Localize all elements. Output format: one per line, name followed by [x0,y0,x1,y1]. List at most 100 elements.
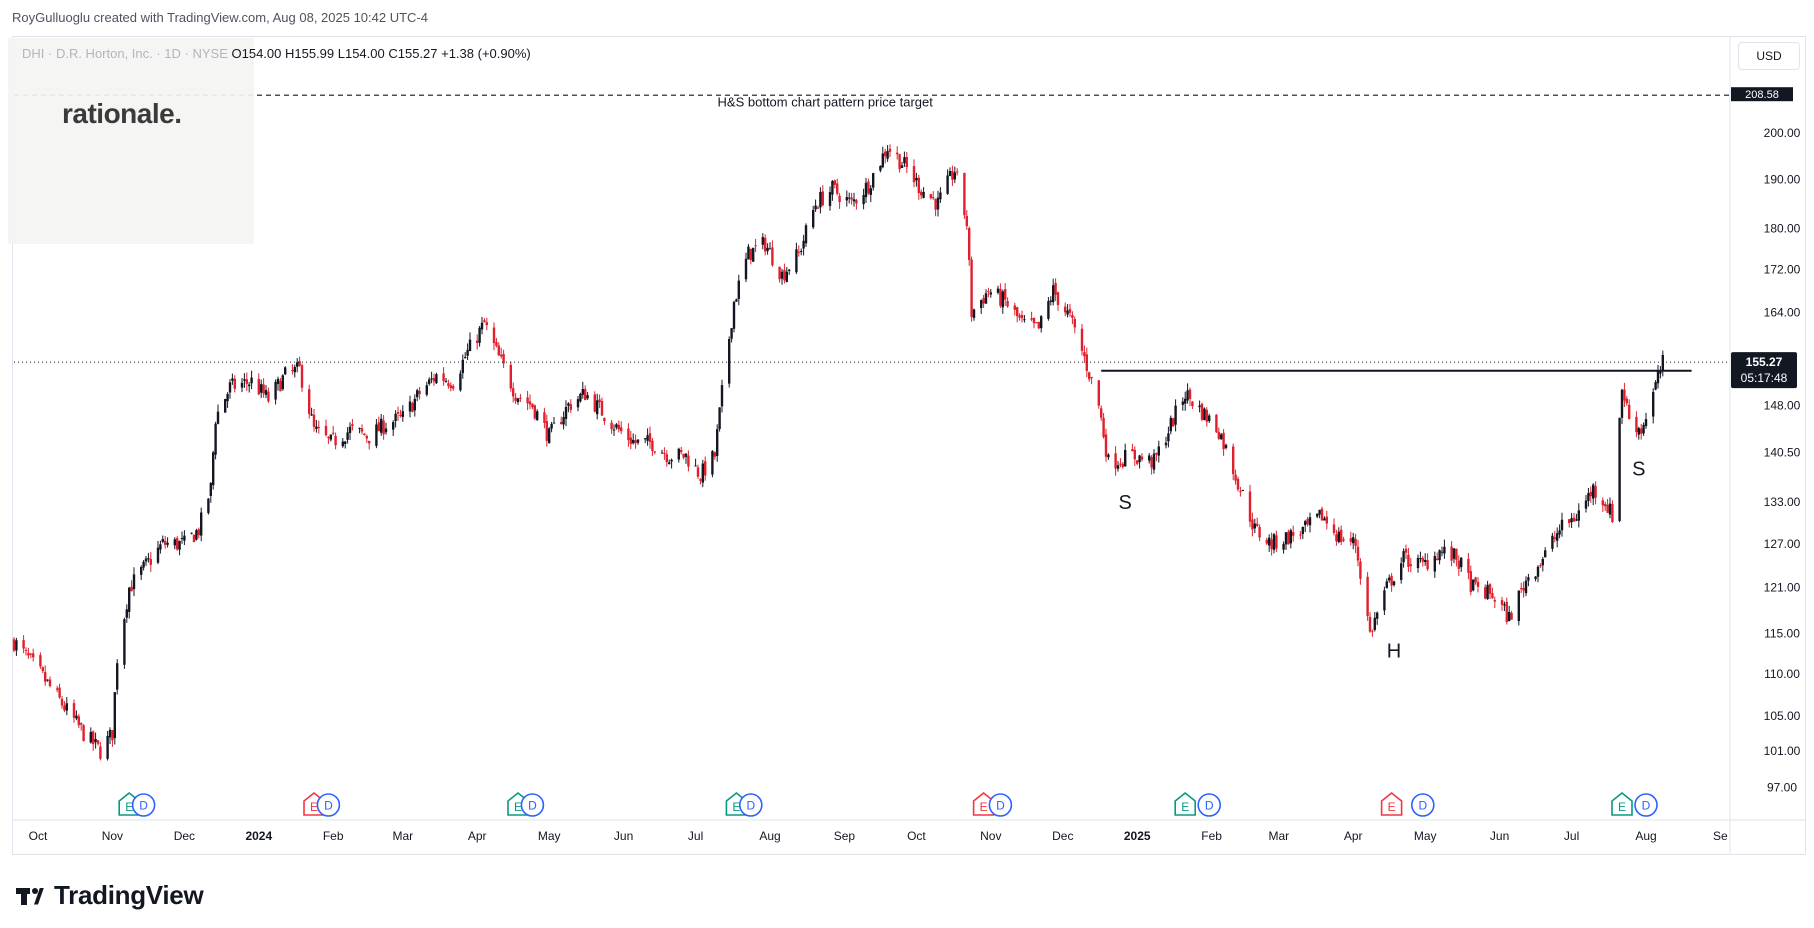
dividend-icon[interactable]: D [520,793,545,817]
dividend-icon[interactable]: D [1411,793,1435,817]
candle-body [430,378,433,380]
candle-body [1016,307,1019,317]
y-tick-label: 172.00 [1764,263,1801,277]
y-tick-label: 200.00 [1764,126,1801,140]
candle-body [111,730,114,741]
candle-body [1390,575,1393,586]
countdown-label: 05:17:48 [1741,371,1788,385]
candle-body [1056,292,1060,306]
candle-body [730,328,733,339]
candle-body [1332,524,1336,533]
candle-body [96,740,100,744]
candle-body [999,288,1002,306]
candle-body [845,197,848,201]
candle-body [140,566,143,575]
x-tick-label: Dec [1052,829,1073,843]
candle-body [564,406,568,419]
candle-body [500,354,503,357]
tradingview-logo[interactable]: TradingView [16,880,204,911]
candle-body [176,538,179,550]
dividend-icon-label: D [528,799,537,813]
candle-body [1265,539,1268,544]
candle-body [394,413,397,422]
price-target-annotation: H&S bottom chart pattern price target [718,94,934,109]
last-price-badge [1731,352,1797,389]
candle-body [1455,548,1458,560]
candle-body [764,237,767,252]
candle-body [123,619,126,665]
candle-body [1114,453,1117,469]
dividend-icon[interactable]: D [1634,793,1658,817]
candle-body [862,194,865,205]
earnings-icon[interactable]: E [972,791,995,816]
symbol-title[interactable]: DHI · D.R. Horton, Inc. · 1D · NYSE [22,46,228,61]
candle-body [1030,318,1033,320]
candle-body [1251,519,1254,530]
candle-body [984,293,988,304]
candle-body [240,382,244,388]
candle-body [75,715,78,719]
dividend-icon[interactable]: D [316,793,341,817]
candle-body [1234,474,1237,481]
candle-body [106,736,109,759]
currency-button[interactable]: USD [1738,42,1800,70]
candle-body [178,541,181,550]
x-tick-label: Jul [1564,829,1579,843]
candle-body [1604,504,1607,507]
candle-body [814,205,817,210]
candle-body [1652,391,1655,417]
candle-body [128,587,131,612]
candle-body [1601,500,1604,506]
candle-body [368,440,371,444]
earnings-icon-shape [1611,791,1633,816]
candle-body [569,404,572,410]
earnings-icon[interactable]: E [1174,791,1196,816]
chart-frame [12,36,1806,855]
candle-body [1203,408,1206,421]
candle-body [108,729,112,738]
candle-body [1388,577,1391,581]
candle-body [94,739,97,743]
candle-body [1004,289,1007,300]
candle-body [1256,523,1259,526]
candle-body [12,639,16,651]
candle-body [1640,428,1643,434]
earnings-icon[interactable]: E [1611,791,1633,816]
earnings-icon[interactable]: E [1380,791,1403,816]
dividend-icon[interactable]: D [988,793,1013,817]
dividend-icon-label: D [746,799,755,813]
candle-body [1157,446,1160,456]
candle-body [812,210,815,228]
earnings-icon-label: E [514,800,522,814]
candle-body [552,422,556,424]
candle-body [248,384,251,387]
candle-body [896,152,899,155]
candle-body [144,558,148,562]
candle-body [620,427,623,432]
candle-body [1392,581,1396,586]
dividend-icon[interactable]: D [738,793,763,817]
dividend-icon[interactable]: D [1197,793,1221,817]
y-tick-label: 140.50 [1764,446,1801,460]
candle-body [1052,285,1055,303]
candle-body [1155,453,1158,455]
candle-body [399,414,402,416]
candle-body [46,679,49,681]
candle-body [432,377,436,382]
candle-body [1637,428,1640,435]
candle-body [1452,548,1456,559]
candle-body [1488,584,1492,594]
candle-body [682,453,685,458]
candle-body [1366,576,1369,617]
candle-body [711,451,714,475]
dividend-icon[interactable]: D [131,793,156,817]
candle-body [327,437,330,439]
candle-body [1006,300,1009,307]
earnings-icon-label: E [1618,800,1626,814]
candle-body [528,401,532,405]
candle-body [1320,508,1324,521]
candle-body [392,422,395,430]
candle-body [627,428,630,441]
dividend-icon-shape [988,793,1013,817]
